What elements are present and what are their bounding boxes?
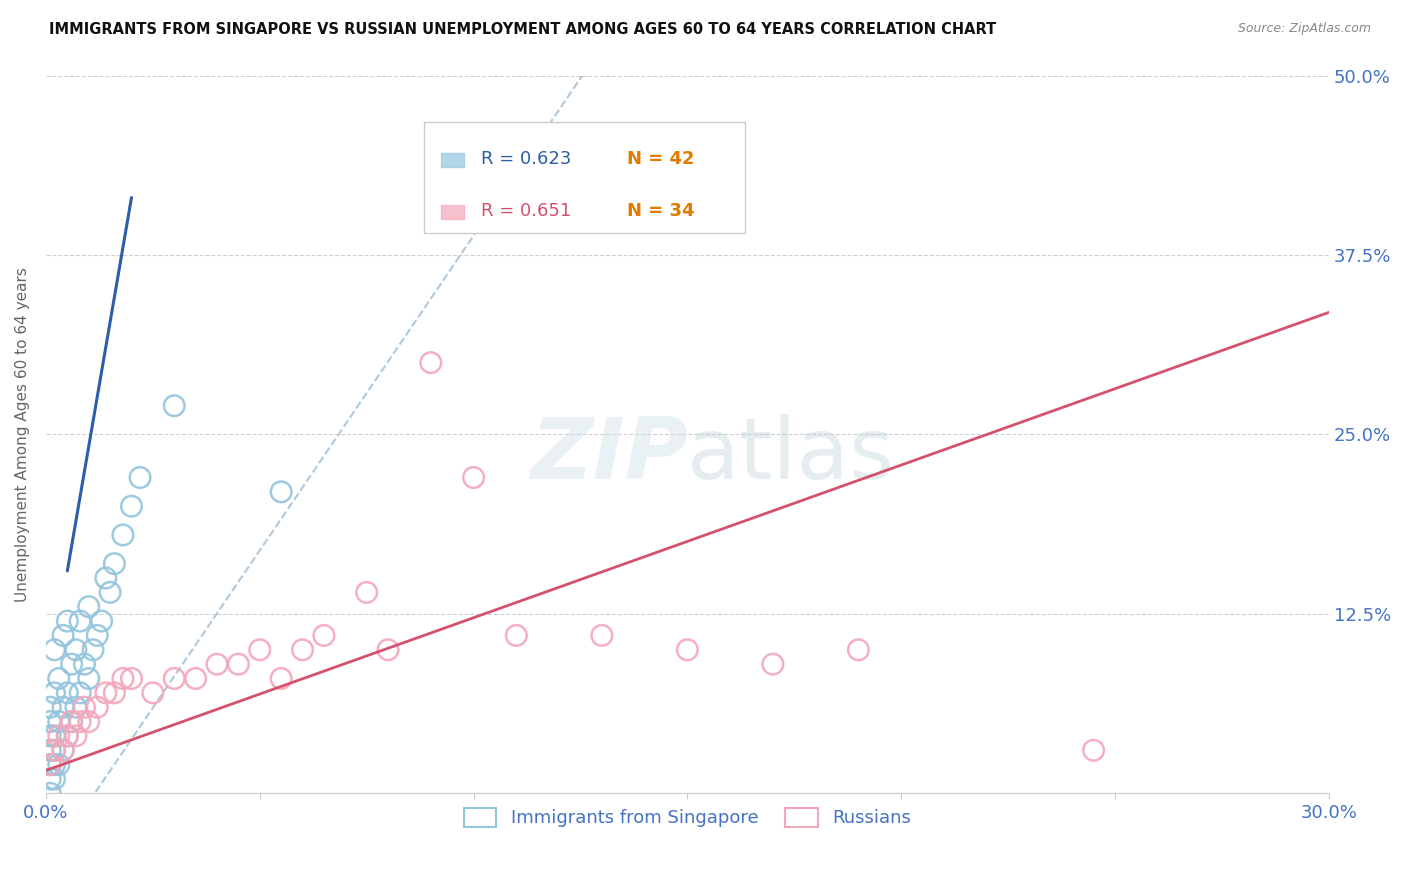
Point [463, 470, 485, 484]
Point [56, 729, 79, 743]
Point [44, 729, 66, 743]
Point [121, 672, 143, 686]
Point [163, 399, 186, 413]
Point [69, 714, 91, 729]
Point [60, 714, 83, 729]
Point [60, 657, 83, 672]
Point [356, 585, 378, 599]
Point [86, 700, 108, 714]
Point [73, 657, 96, 672]
Point [44, 686, 66, 700]
Text: IMMIGRANTS FROM SINGAPORE VS RUSSIAN UNEMPLOYMENT AMONG AGES 60 TO 64 YEARS CORR: IMMIGRANTS FROM SINGAPORE VS RUSSIAN UNE… [49, 22, 997, 37]
Point [103, 557, 125, 571]
Point [39, 786, 62, 800]
Point [48, 757, 70, 772]
Point [270, 484, 292, 499]
Point [419, 356, 441, 370]
Point [48, 714, 70, 729]
Point [103, 686, 125, 700]
Legend: Immigrants from Singapore, Russians: Immigrants from Singapore, Russians [457, 801, 918, 835]
Point [65, 700, 87, 714]
Point [39, 729, 62, 743]
Point [65, 729, 87, 743]
Point [291, 642, 314, 657]
Point [56, 686, 79, 700]
Point [111, 672, 134, 686]
Point [39, 757, 62, 772]
Text: Source: ZipAtlas.com: Source: ZipAtlas.com [1237, 22, 1371, 36]
Point [39, 700, 62, 714]
Point [163, 672, 186, 686]
Point [44, 642, 66, 657]
Point [505, 628, 527, 642]
Point [184, 672, 207, 686]
Point [848, 642, 870, 657]
Point [77, 599, 100, 614]
Point [249, 642, 271, 657]
Text: ZIP: ZIP [530, 415, 688, 498]
FancyBboxPatch shape [425, 122, 745, 234]
Point [60, 714, 83, 729]
Point [56, 614, 79, 628]
Text: R = 0.623: R = 0.623 [481, 150, 571, 168]
Point [56, 729, 79, 743]
Point [94, 686, 117, 700]
Y-axis label: Unemployment Among Ages 60 to 64 years: Unemployment Among Ages 60 to 64 years [15, 267, 30, 602]
Point [676, 642, 699, 657]
Point [377, 642, 399, 657]
Point [205, 657, 228, 672]
Point [82, 642, 104, 657]
FancyBboxPatch shape [441, 153, 464, 167]
Point [270, 672, 292, 686]
Point [77, 714, 100, 729]
Point [591, 628, 613, 642]
Point [228, 657, 250, 672]
Point [52, 700, 75, 714]
Point [86, 628, 108, 642]
Text: N = 34: N = 34 [627, 202, 695, 220]
Text: R = 0.651: R = 0.651 [481, 202, 571, 220]
Point [762, 657, 785, 672]
Point [48, 672, 70, 686]
Point [44, 743, 66, 757]
Point [44, 743, 66, 757]
Point [121, 500, 143, 514]
Point [69, 614, 91, 628]
Point [52, 743, 75, 757]
Point [52, 743, 75, 757]
Point [90, 614, 112, 628]
Point [48, 729, 70, 743]
Point [39, 772, 62, 786]
Point [44, 757, 66, 772]
Point [73, 700, 96, 714]
Point [77, 672, 100, 686]
FancyBboxPatch shape [441, 205, 464, 219]
Point [39, 757, 62, 772]
Point [129, 470, 152, 484]
Point [94, 571, 117, 585]
Point [52, 628, 75, 642]
Point [65, 642, 87, 657]
Text: atlas: atlas [688, 415, 896, 498]
Point [111, 528, 134, 542]
Point [1083, 743, 1105, 757]
Point [69, 686, 91, 700]
Text: N = 42: N = 42 [627, 150, 695, 168]
Point [142, 686, 165, 700]
Point [44, 772, 66, 786]
Point [98, 585, 121, 599]
Point [312, 628, 335, 642]
Point [39, 743, 62, 757]
Point [39, 714, 62, 729]
